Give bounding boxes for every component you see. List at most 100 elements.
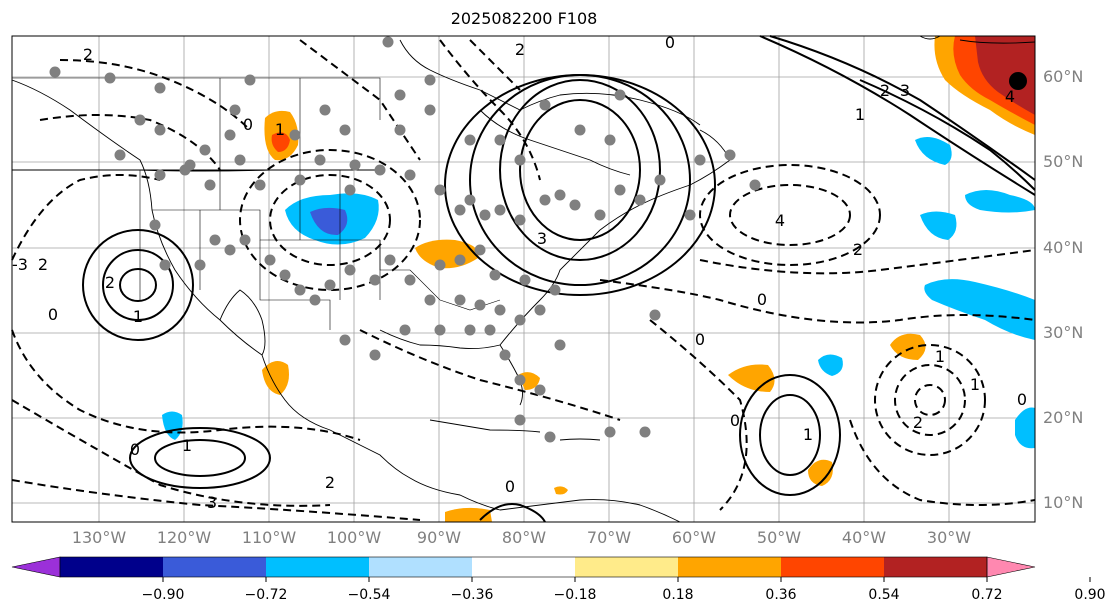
- longitude-label: 70°W: [586, 528, 632, 547]
- station-dot: [499, 349, 511, 361]
- station-dot: [514, 414, 526, 426]
- station-dot: [434, 184, 446, 196]
- station-dot: [374, 164, 386, 176]
- station-dot: [324, 279, 336, 291]
- latitude-label: 60°N: [1043, 67, 1084, 86]
- colorbar-segment: [884, 557, 988, 577]
- station-dot: [194, 259, 206, 271]
- longitude-label: 80°W: [501, 528, 547, 547]
- station-dot: [149, 219, 161, 231]
- station-dot: [604, 426, 616, 438]
- station-dot: [399, 324, 411, 336]
- shade-orange-mexico: [262, 361, 289, 395]
- station-dot: [349, 159, 361, 171]
- longitude-label: 50°W: [756, 528, 802, 547]
- colorbar-segment: [678, 557, 782, 577]
- colorbar-tick-label: −0.54: [347, 587, 391, 603]
- station-dot: [614, 184, 626, 196]
- station-dot: [404, 169, 416, 181]
- contour-label: 3: [537, 229, 547, 248]
- contours-dashed: [11, 39, 1036, 521]
- station-dot: [314, 154, 326, 166]
- station-dot: [494, 134, 506, 146]
- latitude-label: 50°N: [1043, 152, 1084, 171]
- station-dot: [484, 324, 496, 336]
- station-dot: [654, 174, 666, 186]
- colorbar-tick-label: 0.54: [868, 587, 900, 603]
- colorbar-segment: [575, 557, 679, 577]
- station-dot: [464, 324, 476, 336]
- contour-label: 2: [105, 273, 115, 292]
- station-dot: [159, 259, 171, 271]
- station-dot: [239, 234, 251, 246]
- station-dot: [724, 149, 736, 161]
- colorbar-tick-label: 0.18: [662, 587, 694, 603]
- contour-label: 0: [730, 411, 740, 430]
- shade-blue-atlantic-mid: [920, 211, 957, 240]
- station-dot: [254, 179, 266, 191]
- station-dot: [694, 154, 706, 166]
- shade-red-canada: [271, 132, 290, 152]
- shade-blue-atlantic-n: [915, 136, 952, 165]
- station-dot: [404, 274, 416, 286]
- station-dot: [114, 149, 126, 161]
- station-dot: [494, 204, 506, 216]
- station-dot: [204, 179, 216, 191]
- colorbar-tick-label: −0.36: [450, 587, 494, 603]
- station-dot: [319, 104, 331, 116]
- contour-label: 0: [48, 305, 58, 324]
- longitude-label: 130°W: [71, 528, 127, 547]
- station-dot: [154, 82, 166, 94]
- station-dot: [544, 431, 556, 443]
- station-dot: [534, 384, 546, 396]
- station-dot: [424, 74, 436, 86]
- station-markers: [49, 36, 761, 443]
- colorbar-tick-label: 0.36: [765, 587, 797, 603]
- station-dot: [424, 104, 436, 116]
- station-dot: [104, 72, 116, 84]
- station-dot: [344, 264, 356, 276]
- station-dot: [394, 124, 406, 136]
- station-dot: [244, 74, 256, 86]
- shade-blue-atlantic-ne: [965, 190, 1035, 213]
- station-dot: [554, 189, 566, 201]
- station-dot: [634, 194, 646, 206]
- colorbar-tick-label: −0.90: [141, 587, 185, 603]
- colorbar-segment: [60, 557, 164, 577]
- latitude-label: 30°N: [1043, 323, 1084, 342]
- station-dot: [549, 284, 561, 296]
- contour-label: 3: [207, 493, 217, 512]
- contour-label: 1: [803, 425, 813, 444]
- contour-label: 4: [1005, 87, 1015, 106]
- station-dot: [454, 254, 466, 266]
- station-dot: [479, 209, 491, 221]
- longitude-label: 120°W: [156, 528, 212, 547]
- station-dot: [154, 169, 166, 181]
- longitude-label: 110°W: [241, 528, 297, 547]
- colorbar-segment: [163, 557, 267, 577]
- station-dot: [339, 334, 351, 346]
- longitude-label: 90°W: [416, 528, 462, 547]
- contour-label: 0: [1017, 390, 1027, 409]
- station-dot: [594, 209, 606, 221]
- shade-darkred-ne: [975, 36, 1035, 115]
- station-dot: [382, 36, 394, 48]
- contour-label: 1: [182, 436, 192, 455]
- station-dot: [344, 184, 356, 196]
- station-dot: [569, 199, 581, 211]
- shaded-regions: [162, 36, 1035, 522]
- contour-label: 1: [855, 105, 865, 124]
- station-dot: [464, 134, 476, 146]
- shade-blue-atl-se: [1015, 407, 1035, 449]
- station-dot: [554, 339, 566, 351]
- colorbar-tick-label: −0.72: [244, 587, 288, 603]
- station-dot: [339, 124, 351, 136]
- longitude-label: 30°W: [926, 528, 972, 547]
- contour-label: 0: [130, 440, 140, 459]
- colorbar-segment: [472, 557, 576, 577]
- station-dot: [684, 209, 696, 221]
- contours-solid: [82, 35, 1036, 523]
- longitude-label: 60°W: [671, 528, 717, 547]
- station-dot: [514, 314, 526, 326]
